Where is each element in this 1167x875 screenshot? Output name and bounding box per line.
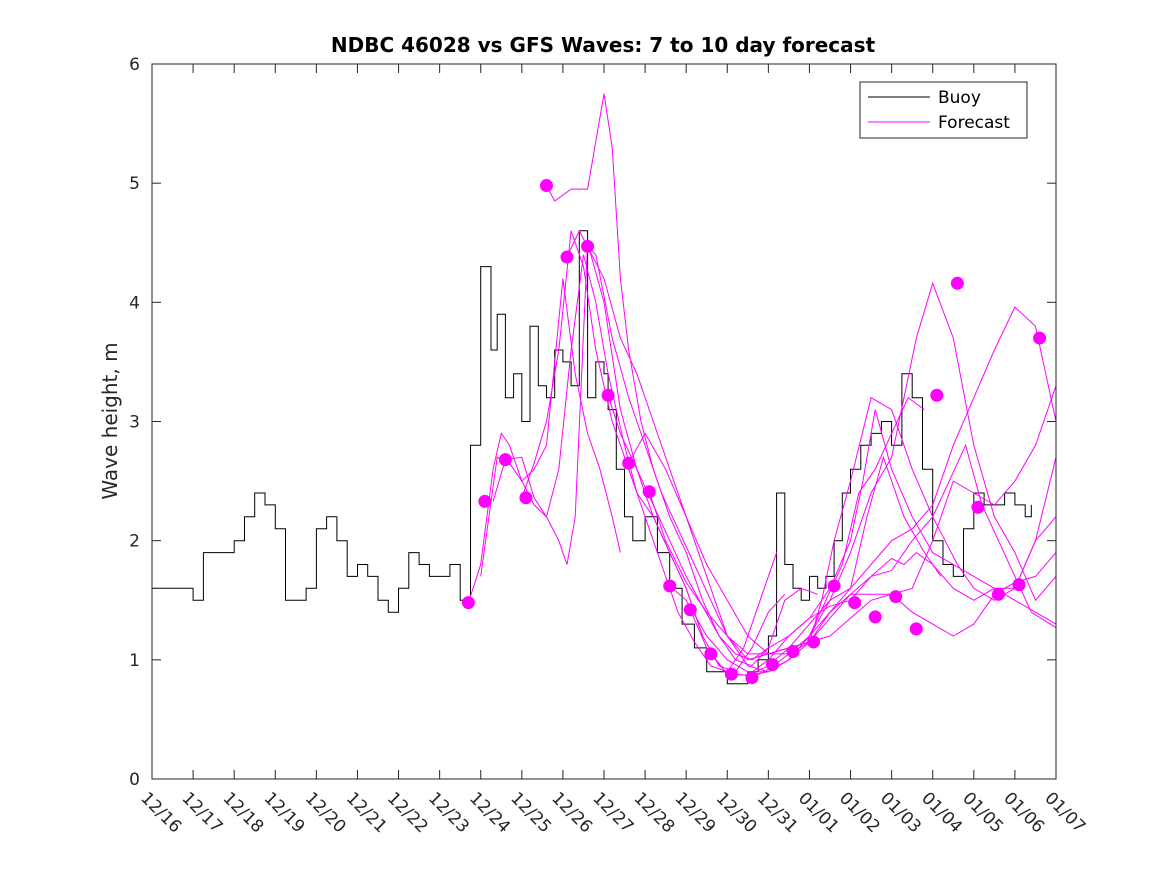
forecast-series-line-14 <box>731 306 1057 676</box>
x-tick-label-2: 12/18 <box>219 788 268 837</box>
y-tick-label-1: 1 <box>129 651 140 671</box>
x-tick-label-17: 01/02 <box>835 788 884 837</box>
x-tick-label-5: 12/21 <box>342 788 391 837</box>
chart-title: NDBC 46028 vs GFS Waves: 7 to 10 day for… <box>331 33 876 57</box>
y-tick-label-5: 5 <box>129 174 140 194</box>
forecast-series-line-1 <box>467 278 621 603</box>
x-tick-label-7: 12/23 <box>424 788 473 837</box>
y-axis-label: Wave height, m <box>98 342 122 499</box>
forecast-marker-11 <box>683 603 697 617</box>
x-tick-label-1: 12/17 <box>178 788 227 837</box>
forecast-marker-2 <box>498 453 512 467</box>
forecast-series-line-8 <box>607 395 1057 661</box>
forecast-marker-16 <box>786 644 800 658</box>
forecast-marker-4 <box>539 179 553 193</box>
forecast-marker-28 <box>1033 331 1047 345</box>
x-tick-label-13: 12/29 <box>671 788 720 837</box>
x-tick-label-0: 12/16 <box>136 788 185 837</box>
plot-area: 012345612/1612/1712/1812/1912/2012/2112/… <box>129 55 1089 837</box>
forecast-marker-14 <box>745 671 759 685</box>
y-tick-label-0: 0 <box>129 770 140 790</box>
forecast-marker-1 <box>478 494 492 508</box>
x-tick-label-10: 12/26 <box>547 788 596 837</box>
forecast-marker-19 <box>848 596 862 610</box>
forecast-marker-15 <box>765 658 779 672</box>
forecast-series-line-10 <box>648 385 1057 655</box>
forecast-marker-13 <box>724 667 738 681</box>
forecast-marker-18 <box>827 579 841 593</box>
forecast-series-line-15 <box>751 552 1057 679</box>
forecast-marker-23 <box>930 388 944 402</box>
forecast-marker-12 <box>704 647 718 661</box>
x-tick-label-16: 01/01 <box>794 788 843 837</box>
forecast-marker-27 <box>1012 578 1026 592</box>
x-tick-label-20: 01/05 <box>958 788 1007 837</box>
y-tick-label-6: 6 <box>129 55 140 75</box>
legend-forecast-label: Forecast <box>938 113 1010 133</box>
x-tick-label-6: 12/22 <box>383 788 432 837</box>
forecast-series-line-6 <box>566 229 925 673</box>
forecast-marker-10 <box>663 579 677 593</box>
x-tick-label-14: 12/30 <box>712 788 761 837</box>
x-tick-label-18: 01/03 <box>876 788 925 837</box>
x-tick-label-12: 12/28 <box>630 788 679 837</box>
x-tick-label-22: 01/07 <box>1040 788 1089 837</box>
plot-background <box>152 64 1056 779</box>
forecast-marker-7 <box>601 388 615 402</box>
forecast-marker-25 <box>971 500 985 514</box>
legend-buoy-label: Buoy <box>938 88 981 108</box>
forecast-marker-8 <box>622 456 636 470</box>
forecast-series-line-7 <box>587 245 942 661</box>
y-tick-label-2: 2 <box>129 532 140 552</box>
y-tick-label-4: 4 <box>129 293 140 313</box>
y-tick-label-3: 3 <box>129 413 140 433</box>
forecast-marker-20 <box>868 610 882 624</box>
x-tick-label-8: 12/24 <box>465 788 514 837</box>
legend: Buoy Forecast <box>859 81 1028 139</box>
legend-box <box>859 81 1028 139</box>
x-tick-label-4: 12/20 <box>301 788 350 837</box>
forecast-marker-17 <box>807 635 821 649</box>
forecast-marker-5 <box>560 250 574 264</box>
x-tick-label-3: 12/19 <box>260 788 309 837</box>
x-tick-label-11: 12/27 <box>588 788 637 837</box>
x-tick-label-19: 01/04 <box>917 788 966 837</box>
forecast-series-line-11 <box>669 281 1057 673</box>
forecast-marker-24 <box>950 276 964 290</box>
forecast-marker-3 <box>519 491 533 505</box>
x-tick-label-9: 12/25 <box>506 788 555 837</box>
x-tick-label-15: 12/31 <box>753 788 802 837</box>
forecast-marker-26 <box>991 587 1005 601</box>
buoy-series-line <box>152 230 1032 685</box>
forecast-marker-0 <box>461 596 475 610</box>
forecast-marker-22 <box>909 622 923 636</box>
forecast-marker-21 <box>889 590 903 604</box>
forecast-marker-6 <box>581 239 595 253</box>
x-tick-label-21: 01/06 <box>999 788 1048 837</box>
forecast-marker-9 <box>642 485 656 499</box>
